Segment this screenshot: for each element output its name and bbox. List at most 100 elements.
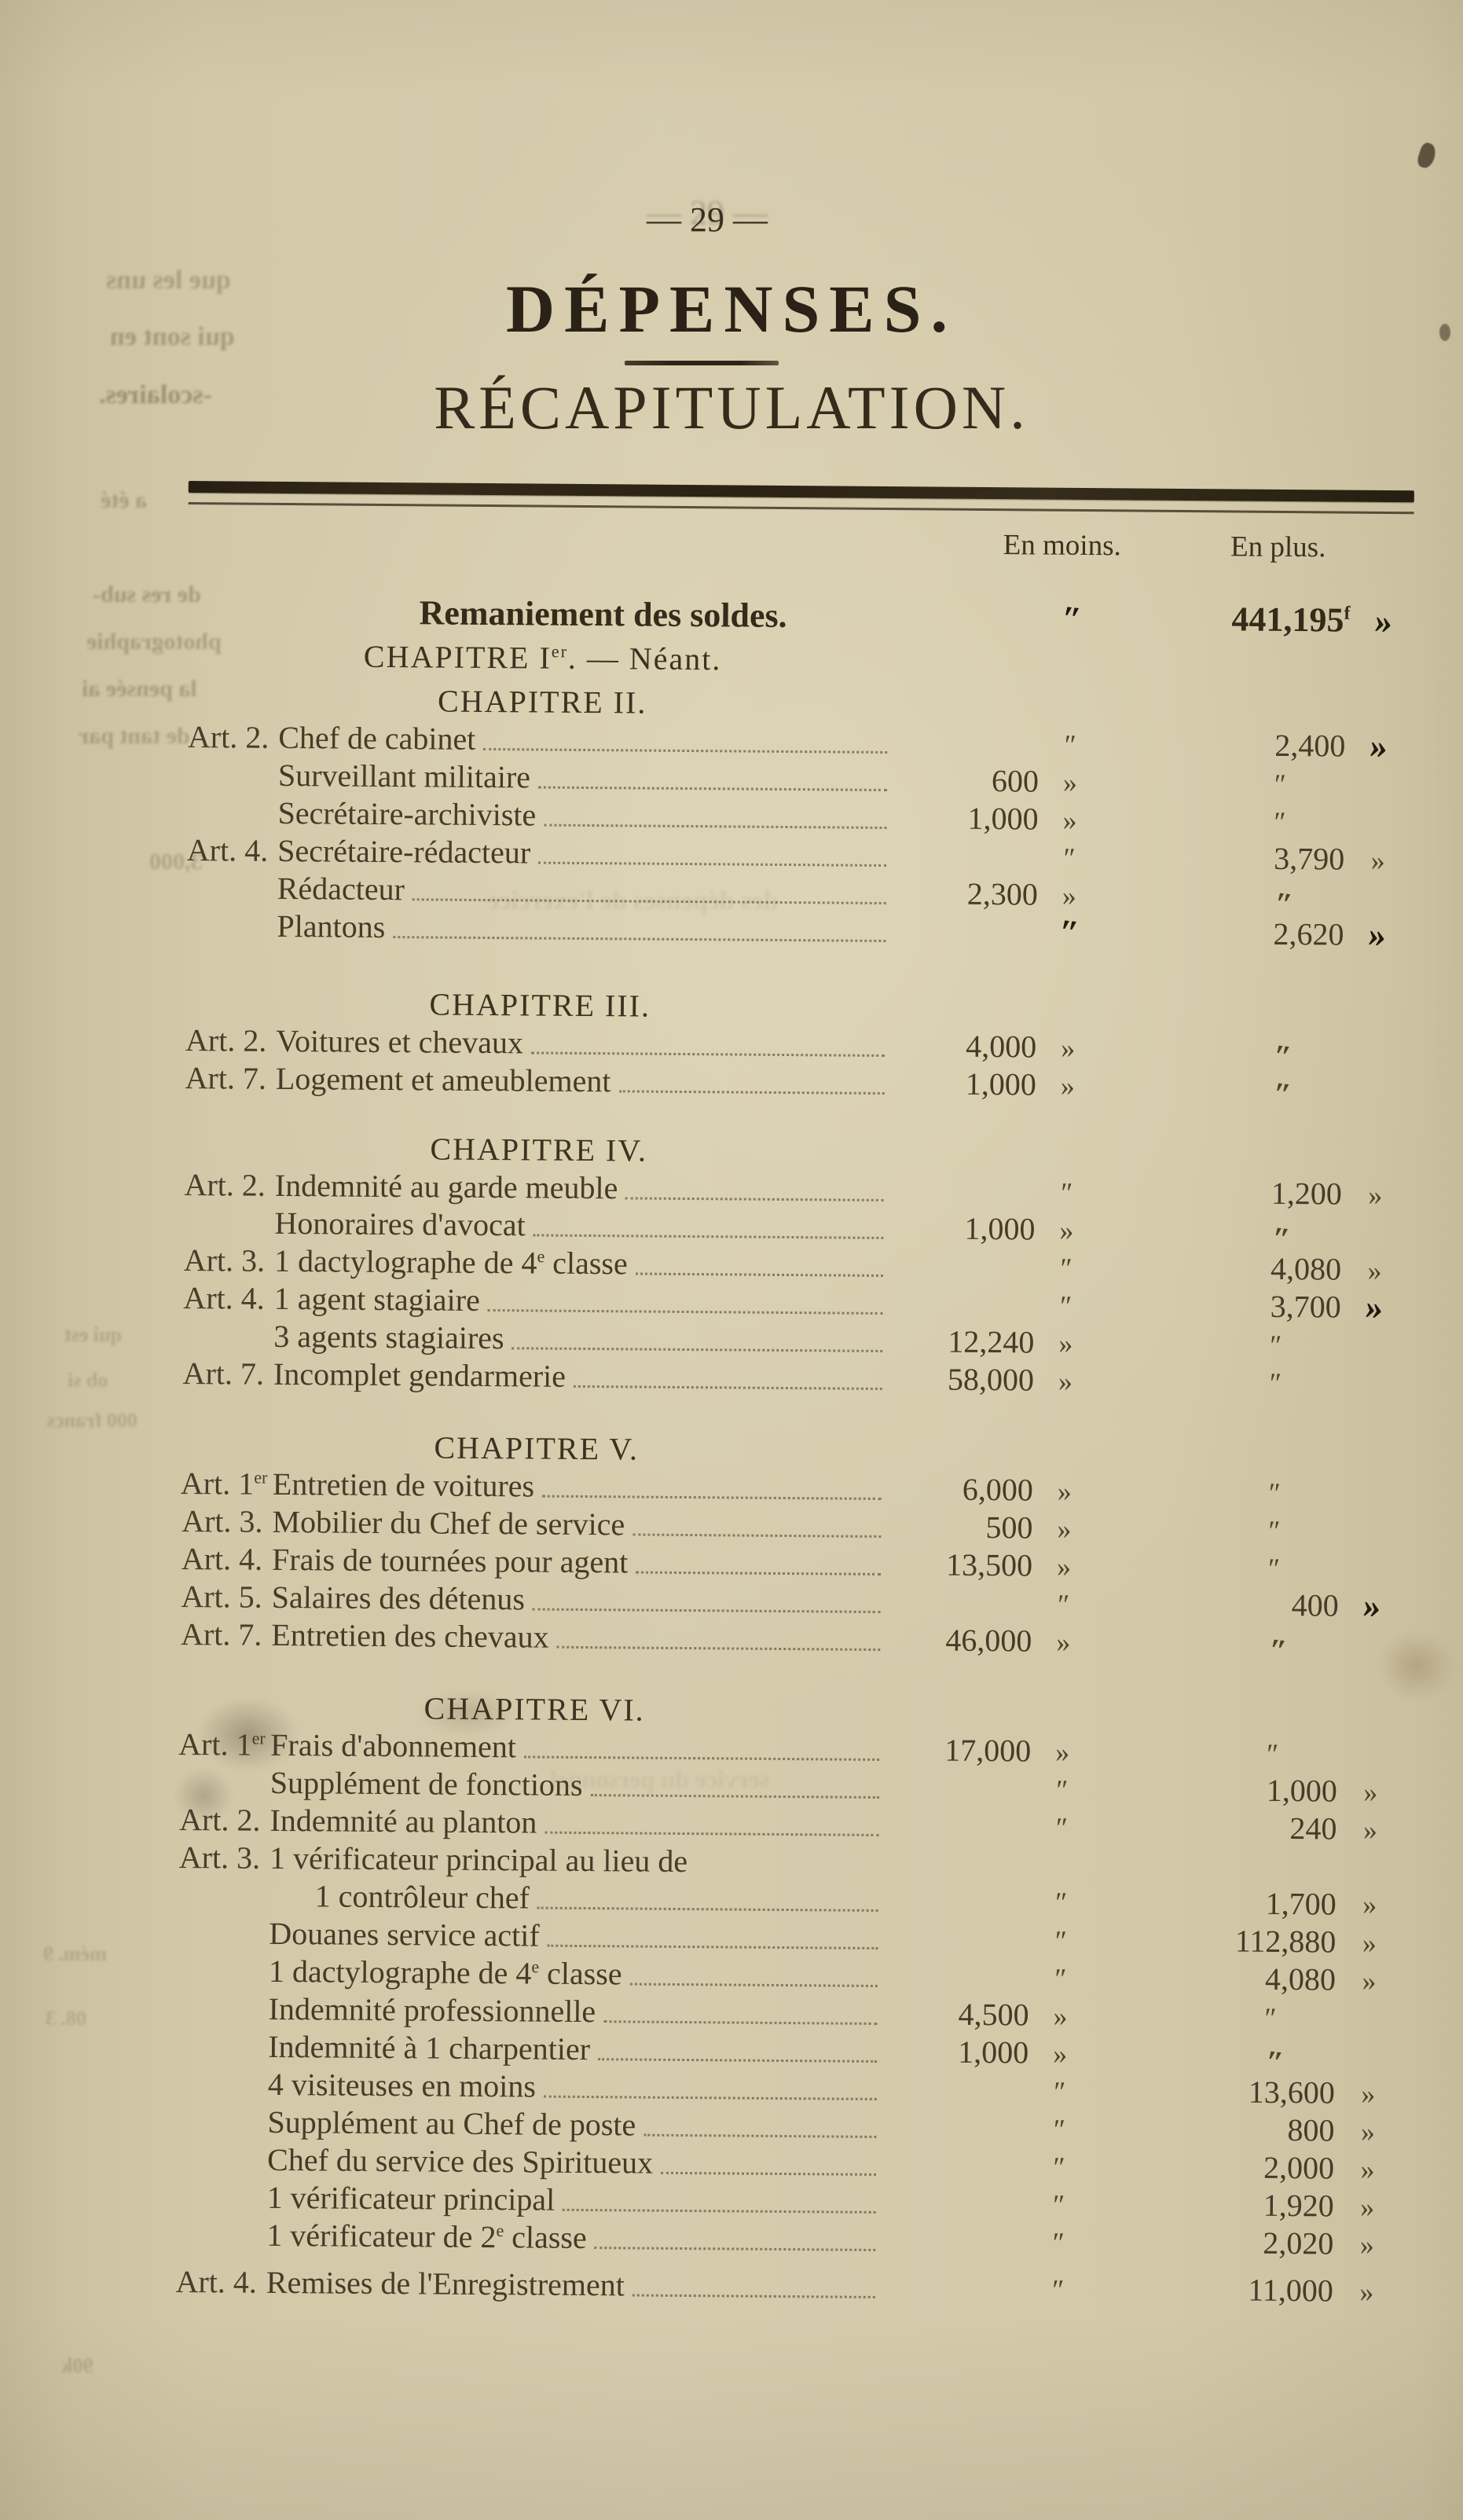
- row-label: Remises de l'Enregistrement: [266, 2264, 625, 2303]
- row-label: 1 contrôleur chef: [314, 1878, 530, 1916]
- row-label: Mobilier du Chef de service: [272, 1503, 625, 1542]
- en-plus-value: ″: [1267, 1737, 1279, 1770]
- column-header-en-plus: En plus.: [1230, 530, 1326, 564]
- en-moins-value: [884, 1986, 1029, 1987]
- en-plus-mark: »: [1359, 2228, 1374, 2261]
- document-title: DÉPENSES.: [506, 271, 957, 347]
- chapter-heading: CHAPITRE VI.: [424, 1690, 645, 1728]
- dot-leader: [532, 1608, 881, 1613]
- article-number: Art. 4.: [186, 831, 269, 868]
- chapter-heading: CHAPITRE V.: [434, 1429, 640, 1467]
- en-plus-value: 11,000: [1248, 2272, 1334, 2309]
- en-plus-mark: »: [1373, 600, 1395, 642]
- dot-leader: [563, 2208, 876, 2214]
- en-plus-mark: »: [1363, 1776, 1378, 1808]
- dot-leader: [487, 1309, 883, 1315]
- en-plus-mark: »: [1361, 1585, 1384, 1627]
- article-number: Art. 2.: [185, 1022, 267, 1058]
- article-number: [182, 1233, 265, 1234]
- dot-leader: [523, 1755, 880, 1761]
- en-moins-mark: »: [1058, 1365, 1073, 1397]
- article-number: [177, 1943, 259, 1944]
- en-moins-mark: ″: [1064, 728, 1076, 761]
- en-moins-value: [886, 1798, 1031, 1799]
- en-moins-mark: ″: [1052, 2273, 1065, 2305]
- en-moins-mark: ″: [1053, 2113, 1066, 2145]
- en-plus-value: 2,000: [1263, 2149, 1335, 2186]
- article-number: Art. 7.: [185, 1059, 267, 1096]
- dot-leader: [538, 861, 887, 867]
- bleed-through-text: ob si: [68, 1369, 108, 1392]
- article-number: [186, 785, 269, 786]
- row-label: 1 agent stagiaire: [273, 1280, 481, 1318]
- en-moins-value: 1,000: [967, 800, 1039, 837]
- en-plus-mark: »: [1360, 2153, 1375, 2185]
- dot-leader: [393, 936, 886, 942]
- dot-leader: [635, 1272, 884, 1277]
- ink-speck: [1415, 141, 1439, 171]
- article-number: Art. 2.: [187, 719, 270, 755]
- dot-leader: [533, 1234, 884, 1239]
- en-moins-value: 1,000: [964, 1210, 1036, 1247]
- en-moins-value: 12,240: [948, 1323, 1035, 1360]
- summary-row: Remaniement des soldes. ″ 441,195f »: [187, 588, 1413, 644]
- article-number: Art. 4.: [175, 2263, 258, 2300]
- en-moins-mark: ″: [1059, 597, 1084, 640]
- en-moins-value: [893, 866, 1038, 867]
- row-label: Chef du service des Spiritueux: [266, 2141, 654, 2181]
- table-row: Art. 7. Entretien des chevaux 46,000 » ″: [179, 1616, 1405, 1669]
- bleed-through-text: de tant par: [79, 723, 190, 749]
- row-label: Surveillant militaire: [277, 757, 531, 795]
- en-plus-value: 3,700: [1270, 1288, 1341, 1325]
- en-moins-mark: ″: [1054, 2075, 1066, 2107]
- en-moins-value: [887, 1612, 1032, 1613]
- column-headers: En moins. En plus.: [188, 522, 1414, 566]
- en-moins-mark: ″: [1060, 1252, 1072, 1284]
- en-plus-value: 800: [1287, 2112, 1335, 2148]
- dot-leader: [537, 1906, 878, 1912]
- chapter-section: CHAPITRE IV. Art. 2. Indemnité au garde …: [182, 1128, 1410, 1402]
- en-plus-mark: »: [1362, 1927, 1377, 1959]
- article-number: Art. 2.: [179, 1801, 261, 1838]
- table-row: Art. 4. Remises de l'Enregistrement ″ 11…: [174, 2263, 1400, 2310]
- en-moins-value: 46,000: [945, 1622, 1032, 1659]
- article-number: Art. 1er: [180, 1465, 268, 1502]
- row-label: 1 dactylographe de 4e classe: [268, 1953, 622, 1992]
- row-label: Supplément au Chef de poste: [267, 2104, 636, 2143]
- en-plus-value: 112,880: [1234, 1923, 1336, 1960]
- en-moins-mark: ″: [1054, 1924, 1068, 1957]
- article-number: Art. 3.: [183, 1242, 266, 1278]
- en-moins-value: [882, 2175, 1028, 2176]
- en-plus-mark: [1345, 794, 1412, 795]
- article-number: Art. 3.: [182, 1502, 263, 1539]
- chapter-heading: CHAPITRE III.: [429, 986, 651, 1024]
- en-moins-value: 17,000: [944, 1732, 1032, 1769]
- en-moins-value: 2,300: [966, 875, 1038, 912]
- en-moins-value: [889, 1276, 1035, 1277]
- row-label: Chef de cabinet: [278, 719, 476, 757]
- article-number: Art. 7.: [180, 1616, 262, 1652]
- chapter-section: CHAPITRE V. Art. 1er Entretien de voitur…: [179, 1427, 1406, 1669]
- table-row: Art. 7. Logement et ameublement 1,000 » …: [184, 1059, 1410, 1113]
- en-moins-mark: ″: [1055, 1886, 1068, 1918]
- table-row: Art. 3. 1 vérificateur principal au lieu…: [178, 1839, 1404, 1924]
- dot-leader: [483, 747, 888, 754]
- dot-leader: [632, 2294, 875, 2298]
- dot-leader: [632, 1533, 882, 1538]
- dot-leader: [636, 1571, 882, 1575]
- en-plus-mark: »: [1366, 914, 1388, 956]
- column-header-en-moins: En moins.: [1003, 529, 1121, 563]
- en-moins-value: [884, 1949, 1029, 1950]
- row-label: Indemnité au garde meuble: [274, 1167, 618, 1206]
- en-moins-mark: »: [1057, 1475, 1072, 1507]
- en-moins-value: 13,500: [945, 1546, 1033, 1583]
- dot-leader: [603, 2020, 878, 2025]
- article-number: [176, 2094, 258, 2095]
- article-number: [174, 2245, 257, 2246]
- article-number: [178, 1792, 261, 1793]
- en-moins-value: 500: [985, 1509, 1033, 1546]
- chapter-section: CHAPITRE II. Art. 2. Chef de cabinet ″ 2…: [185, 680, 1413, 956]
- en-moins-value: 6,000: [962, 1471, 1034, 1508]
- chapter-heading: CHAPITRE II.: [437, 683, 647, 721]
- en-plus-mark: »: [1368, 1179, 1383, 1211]
